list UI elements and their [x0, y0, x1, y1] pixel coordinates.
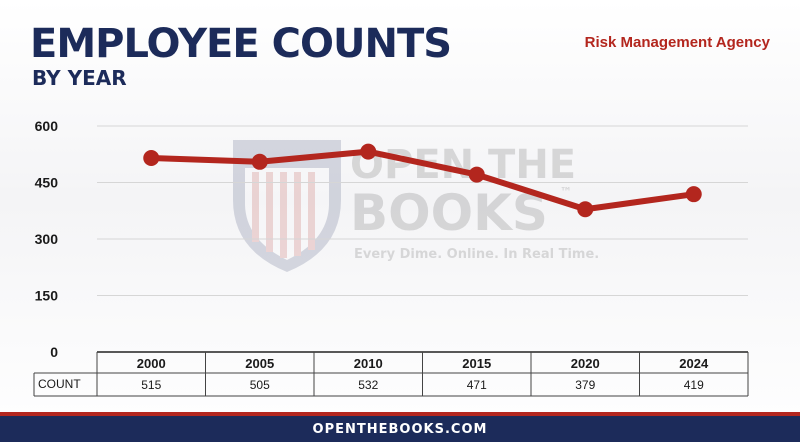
y-axis: 0 150 300 450 600	[35, 118, 59, 360]
x-category-label: 2005	[245, 356, 274, 371]
data-point	[685, 186, 702, 203]
series-line-path	[148, 148, 697, 213]
count-value: 505	[250, 378, 270, 392]
y-tick-label: 0	[50, 344, 58, 360]
count-value: 419	[684, 378, 704, 392]
data-point	[577, 201, 594, 218]
footer-link[interactable]: OPENTHEBOOKS.COM	[312, 421, 488, 437]
x-category-label: 2010	[354, 356, 383, 371]
x-category-label: 2020	[571, 356, 600, 371]
count-value: 471	[467, 378, 487, 392]
y-tick-label: 600	[35, 118, 59, 134]
series-line	[143, 143, 702, 218]
agency-name: Risk Management Agency	[584, 34, 770, 51]
data-point	[143, 150, 160, 167]
y-tick-label: 300	[35, 231, 59, 247]
count-value: 515	[141, 378, 161, 392]
y-tick-label: 450	[35, 175, 59, 191]
chart-title: EMPLOYEE COUNTS	[30, 21, 452, 67]
x-category-label: 2015	[462, 356, 491, 371]
count-value: 379	[575, 378, 595, 392]
watermark-line2: BOOKS	[350, 184, 548, 242]
x-category-label: 2000	[137, 356, 166, 371]
data-point	[360, 143, 377, 160]
count-row-label: COUNT	[38, 377, 81, 391]
watermark-tm: ™	[560, 185, 572, 199]
watermark-line1: OPEN THE	[350, 142, 576, 188]
chart-subtitle: BY YEAR	[32, 66, 127, 90]
data-table: COUNT 2000 515 2005 505 2010 532 2015 471 2020 37…	[33, 352, 749, 397]
y-tick-label: 150	[35, 288, 59, 304]
count-value: 532	[358, 378, 378, 392]
watermark-tagline: Every Dime. Online. In Real Time.	[354, 247, 599, 262]
data-point	[251, 153, 268, 170]
watermark: OPEN THE BOOKS ™ Every Dime. Online. In …	[233, 140, 599, 272]
data-point	[468, 166, 485, 183]
footer-bar: OPENTHEBOOKS.COM	[0, 412, 800, 442]
x-category-label: 2024	[679, 356, 709, 371]
